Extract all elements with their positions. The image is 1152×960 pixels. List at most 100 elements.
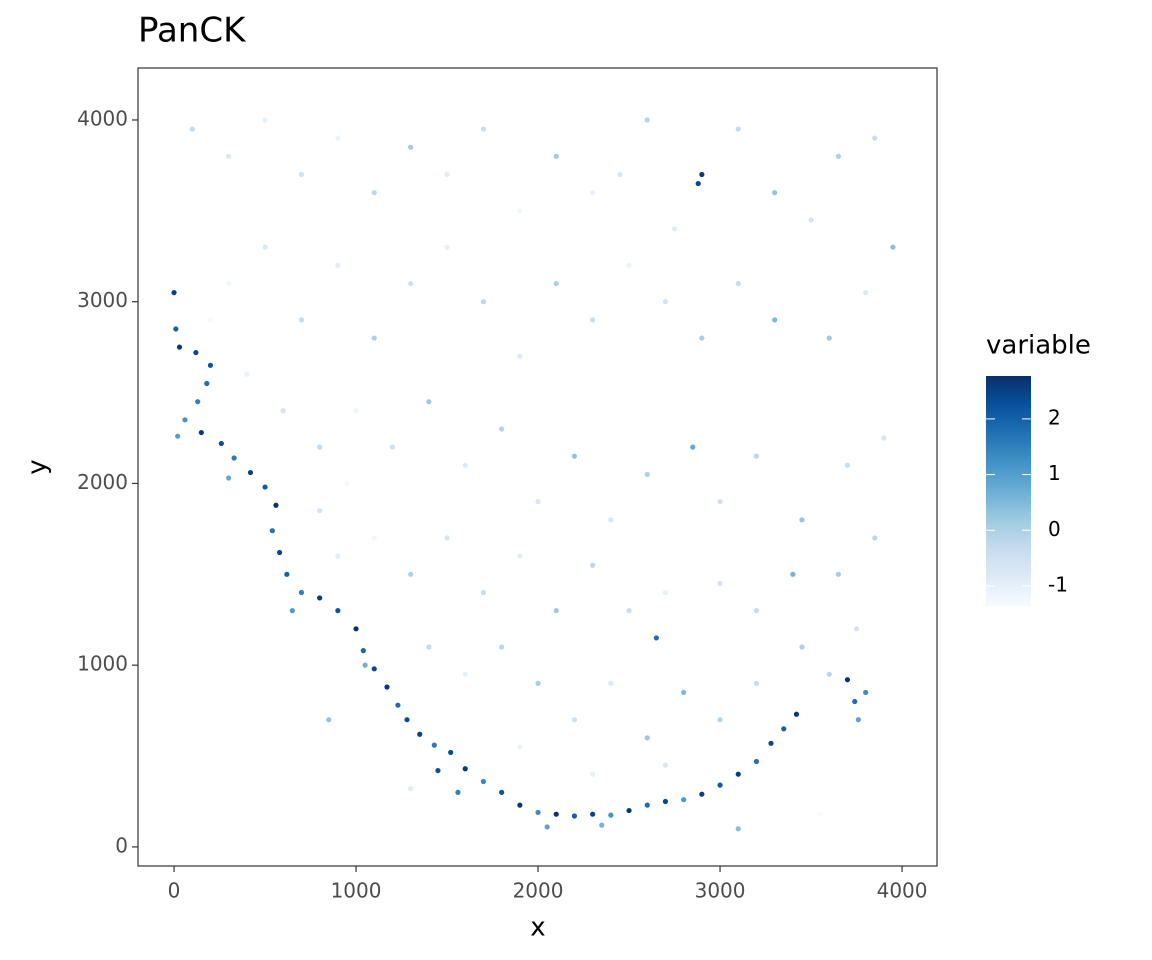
point — [455, 789, 461, 795]
point — [462, 766, 468, 772]
point — [717, 782, 723, 788]
point — [690, 444, 696, 450]
y-tick-label: 4000 — [77, 106, 128, 130]
point — [326, 717, 332, 723]
point — [872, 535, 878, 541]
point — [772, 317, 778, 323]
point — [853, 626, 860, 632]
point — [535, 499, 541, 505]
point — [389, 444, 396, 450]
y-tick-label: 3000 — [77, 288, 128, 312]
point — [480, 589, 487, 596]
point — [371, 666, 377, 672]
point — [435, 767, 441, 774]
point — [844, 677, 851, 683]
point — [444, 244, 450, 250]
point — [171, 290, 177, 296]
point — [499, 426, 505, 432]
point — [276, 549, 283, 556]
point — [793, 711, 800, 717]
point — [480, 299, 487, 305]
point — [335, 135, 341, 141]
point — [335, 262, 341, 268]
point — [289, 608, 295, 614]
point — [826, 671, 832, 677]
point — [417, 731, 423, 737]
legend-title: variable — [986, 331, 1091, 361]
point — [335, 608, 341, 614]
point — [753, 608, 760, 614]
point — [344, 480, 350, 487]
colorbar-tick-label: 2 — [1048, 405, 1061, 429]
point — [262, 117, 268, 123]
point — [204, 380, 210, 387]
point — [553, 811, 559, 817]
point — [855, 717, 861, 723]
point — [662, 299, 669, 305]
point — [408, 786, 414, 792]
point — [517, 553, 523, 559]
point — [517, 744, 523, 750]
point — [590, 317, 596, 323]
point — [408, 571, 414, 577]
point — [695, 180, 701, 187]
point — [207, 362, 214, 368]
point — [353, 626, 359, 632]
point — [462, 671, 468, 677]
point — [444, 171, 450, 178]
point — [717, 717, 723, 723]
point — [599, 822, 605, 828]
point — [269, 528, 275, 534]
point — [408, 144, 414, 150]
point — [662, 762, 669, 768]
point — [863, 290, 869, 296]
point — [448, 749, 454, 756]
y-tick-label: 2000 — [77, 470, 128, 494]
point — [262, 484, 268, 490]
point — [284, 571, 290, 577]
point — [671, 226, 678, 232]
point — [444, 535, 450, 541]
point — [198, 429, 204, 436]
point — [626, 608, 632, 614]
point — [571, 453, 578, 459]
point — [395, 702, 401, 708]
point — [226, 280, 232, 287]
point — [335, 553, 341, 559]
point — [273, 502, 279, 508]
point — [371, 335, 377, 341]
chart-title: PanCK — [138, 11, 247, 51]
point — [517, 208, 523, 214]
point — [280, 408, 286, 414]
point — [218, 440, 224, 447]
point — [195, 399, 201, 405]
point — [175, 433, 181, 439]
point — [681, 689, 687, 696]
point — [799, 644, 805, 650]
point — [608, 680, 614, 686]
x-tick-label: 2000 — [513, 879, 564, 903]
point — [608, 812, 614, 818]
point — [653, 635, 659, 641]
point — [844, 462, 851, 468]
point — [499, 644, 505, 650]
points — [171, 117, 896, 832]
x-tick-label: 1000 — [331, 879, 382, 903]
point — [626, 262, 632, 268]
point — [835, 571, 841, 577]
point — [644, 735, 650, 741]
point — [247, 469, 254, 476]
point — [298, 317, 305, 323]
x-tick-label: 4000 — [877, 879, 928, 903]
point — [480, 126, 487, 132]
point — [881, 435, 887, 441]
point — [480, 778, 487, 785]
point — [462, 462, 468, 468]
point — [590, 771, 596, 777]
point — [317, 508, 323, 514]
point — [189, 126, 195, 132]
point — [182, 417, 188, 423]
point — [617, 171, 623, 178]
